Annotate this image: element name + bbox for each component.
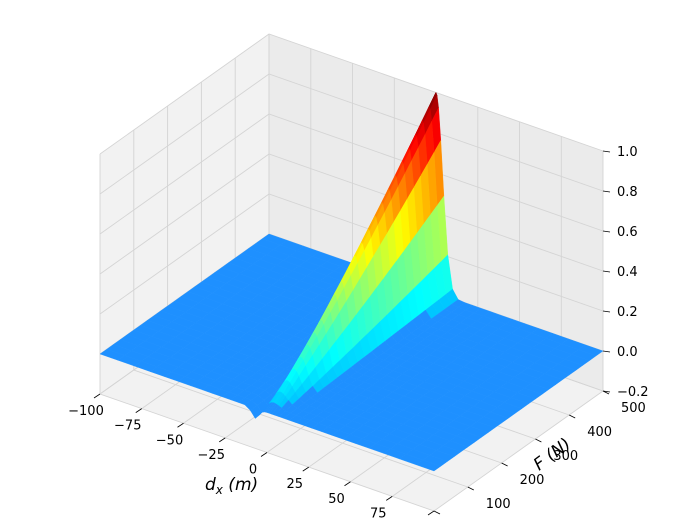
x-tick-label: −100 bbox=[68, 404, 104, 419]
z-tick-label: −0.2 bbox=[617, 385, 649, 400]
y-tick-mark bbox=[535, 438, 542, 443]
x-tick-mark bbox=[344, 481, 351, 487]
z-tick-label: 0.4 bbox=[617, 265, 638, 280]
y-axis-label: F (N) bbox=[530, 434, 575, 475]
y-tick-label: 400 bbox=[587, 425, 612, 440]
z-tick-mark bbox=[602, 230, 611, 233]
z-tick-mark bbox=[602, 190, 611, 193]
grid-line-z bbox=[99, 153, 604, 275]
grid-line-z bbox=[99, 33, 604, 155]
x-tick-mark bbox=[427, 510, 435, 516]
y-tick-mark bbox=[501, 462, 508, 467]
z-tick-label: 0.6 bbox=[617, 225, 638, 240]
x-tick-label: −25 bbox=[198, 448, 225, 463]
z-tick-mark bbox=[602, 310, 611, 313]
x-tick-label: 25 bbox=[286, 477, 303, 492]
z-tick-label: 0.2 bbox=[617, 305, 638, 320]
y-tick-label: 100 bbox=[486, 497, 511, 512]
x-tick-mark bbox=[219, 437, 226, 443]
x-tick-label: −50 bbox=[156, 433, 183, 448]
y-tick-label: 200 bbox=[520, 473, 545, 488]
x-tick-mark bbox=[260, 452, 268, 457]
grid-line-z bbox=[99, 73, 604, 195]
z-tick-mark bbox=[602, 150, 611, 153]
x-tick-label: 75 bbox=[370, 506, 387, 521]
x-tick-label: 0 bbox=[249, 463, 257, 478]
z-tick-label: 0.0 bbox=[617, 345, 638, 360]
surface-plot bbox=[99, 92, 604, 472]
z-tick-mark bbox=[602, 350, 611, 353]
y-tick-mark bbox=[569, 414, 576, 419]
z-tick-mark bbox=[602, 390, 611, 393]
x-tick-label: −75 bbox=[114, 419, 141, 434]
x-tick-mark bbox=[386, 496, 393, 501]
surface-facet bbox=[415, 459, 442, 472]
x-tick-mark bbox=[177, 422, 184, 428]
y-tick-label: 300 bbox=[553, 449, 578, 464]
z-axis-ticks: −0.2 0.0 0.2 0.4 0.6 0.8 1.0 bbox=[602, 145, 649, 400]
grid-line-z bbox=[99, 113, 604, 235]
x-tick-mark bbox=[302, 466, 309, 472]
y-axis-ticks: 0100200300400500 bbox=[433, 390, 646, 522]
z-tick-label: 1.0 bbox=[617, 145, 638, 160]
x-tick-mark bbox=[135, 408, 142, 413]
y-tick-mark bbox=[467, 486, 474, 491]
z-tick-label: 0.8 bbox=[617, 185, 638, 200]
grid-line-z bbox=[99, 193, 604, 315]
x-tick-label: 50 bbox=[328, 492, 345, 507]
y-tick-label: 500 bbox=[621, 401, 646, 416]
x-axis-label: dx (m) bbox=[205, 475, 258, 497]
x-tick-mark bbox=[93, 393, 101, 399]
y-tick-mark bbox=[433, 510, 441, 515]
z-tick-mark bbox=[602, 270, 611, 273]
